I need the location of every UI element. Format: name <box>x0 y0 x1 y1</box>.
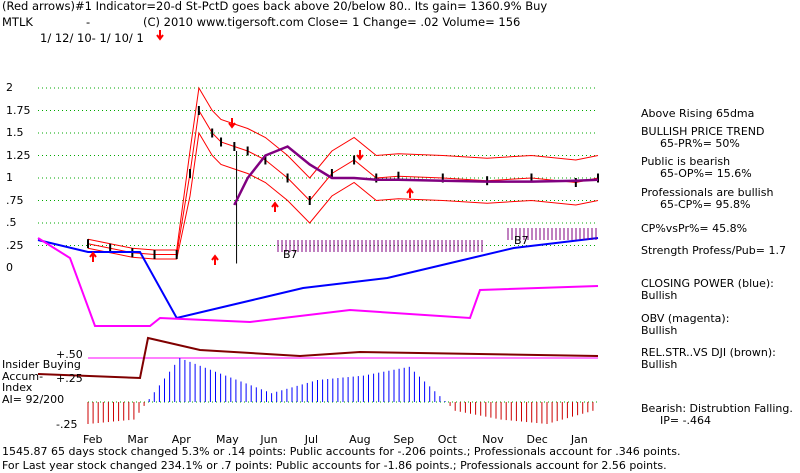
x-tick-label: Aug <box>349 433 371 446</box>
y-tick-label: 2 <box>6 81 13 94</box>
y-tick-label: .5 <box>6 216 17 229</box>
x-tick-label: Sep <box>393 433 415 446</box>
x-tick-label: Jul <box>304 433 319 446</box>
x-tick-label: Nov <box>482 433 504 446</box>
y-tick-label: 1 <box>6 171 13 184</box>
ip-value: IP= -.464 <box>660 414 712 427</box>
accum-tick-minus25: -.25 <box>56 418 78 431</box>
lower-band-line <box>87 131 599 260</box>
cp-vs-pr: CP%vsPr%= 45.8% <box>641 222 748 235</box>
strength-ratio: Strength Profess/Pub= 1.7 <box>641 244 786 257</box>
footer-last-year: For Last year stock changed 234.1% or .7… <box>2 459 667 472</box>
signal-arrow <box>228 118 236 129</box>
signal-arrow <box>211 254 219 265</box>
pro-title: Professionals are bullish <box>641 186 774 199</box>
y-tick-label: 1.75 <box>6 103 31 117</box>
y-tick-label: .25 <box>6 238 24 252</box>
x-tick-label: Oct <box>437 433 457 446</box>
signal-arrow <box>156 30 164 41</box>
y-tick-label: .75 <box>6 193 24 207</box>
relstr-value: Bullish <box>641 358 678 371</box>
obv-title: OBV (magenta): <box>641 312 730 325</box>
obv-line <box>37 237 599 327</box>
ticker-dash: - <box>86 15 91 29</box>
public-title: Public is bearish <box>641 155 731 168</box>
x-tick-label: May <box>216 433 239 446</box>
index-label: Index <box>2 381 33 394</box>
closing-power-title: CLOSING POWER (blue): <box>641 277 774 290</box>
header-quote-line: (C) 2010 www.tigersoft.com Close= 1 Chan… <box>143 15 521 29</box>
date-range: 1/ 12/ 10- 1/ 10/ 1 <box>40 31 144 45</box>
b7-label-right: B7 <box>514 234 529 247</box>
signal-arrow <box>406 187 414 198</box>
x-tick-label: Apr <box>171 433 191 446</box>
header-indicator-line: (Red arrows)#1 Indicator=20-d St-PctD go… <box>2 0 548 13</box>
obv-value: Bullish <box>641 324 678 337</box>
closing-power-line <box>37 237 599 320</box>
y-tick-label: 0 <box>6 261 13 274</box>
bearish-title: Bearish: Distrubtion Falling. <box>641 402 793 415</box>
ma65-line <box>233 145 599 206</box>
x-tick-label: Jun <box>260 433 278 446</box>
accum-tick-plus50: +.50 <box>56 348 83 361</box>
signal-arrow <box>271 201 279 212</box>
b7-label-left: B7 <box>283 248 298 261</box>
above-ma-note: Above Rising 65dma <box>641 107 755 120</box>
x-tick-label: Dec <box>526 433 548 446</box>
relstr-line <box>37 336 599 380</box>
x-tick-label: Feb <box>83 433 103 446</box>
accum-tick-plus25: +.25 <box>56 372 83 385</box>
ticker-symbol: MTLK <box>2 15 33 29</box>
y-tick-label: 1.5 <box>6 126 24 139</box>
x-tick-label: Jan <box>570 433 588 446</box>
public-value: 65-OP%= 15.6% <box>660 167 752 180</box>
closing-power-value: Bullish <box>641 289 678 302</box>
pro-value: 65-CP%= 95.8% <box>660 198 751 211</box>
trend-value: 65-PR%= 50% <box>660 137 740 150</box>
trend-title: BULLISH PRICE TREND <box>641 125 765 138</box>
x-tick-label: Mar <box>127 433 149 446</box>
accum-label: Accum- <box>2 370 44 383</box>
signal-arrow <box>356 150 364 161</box>
signal-arrow <box>89 251 97 262</box>
relstr-title: REL.STR..VS DJI (brown): <box>641 346 776 359</box>
upper-band-line <box>87 86 599 251</box>
y-tick-label: 1.25 <box>6 148 31 162</box>
footer-65-day: 1545.87 65 days stock changed 5.3% or .1… <box>2 445 681 458</box>
insider-buying-label: Insider Buying <box>2 358 81 371</box>
ai-value: AI= 92/200 <box>2 393 65 406</box>
